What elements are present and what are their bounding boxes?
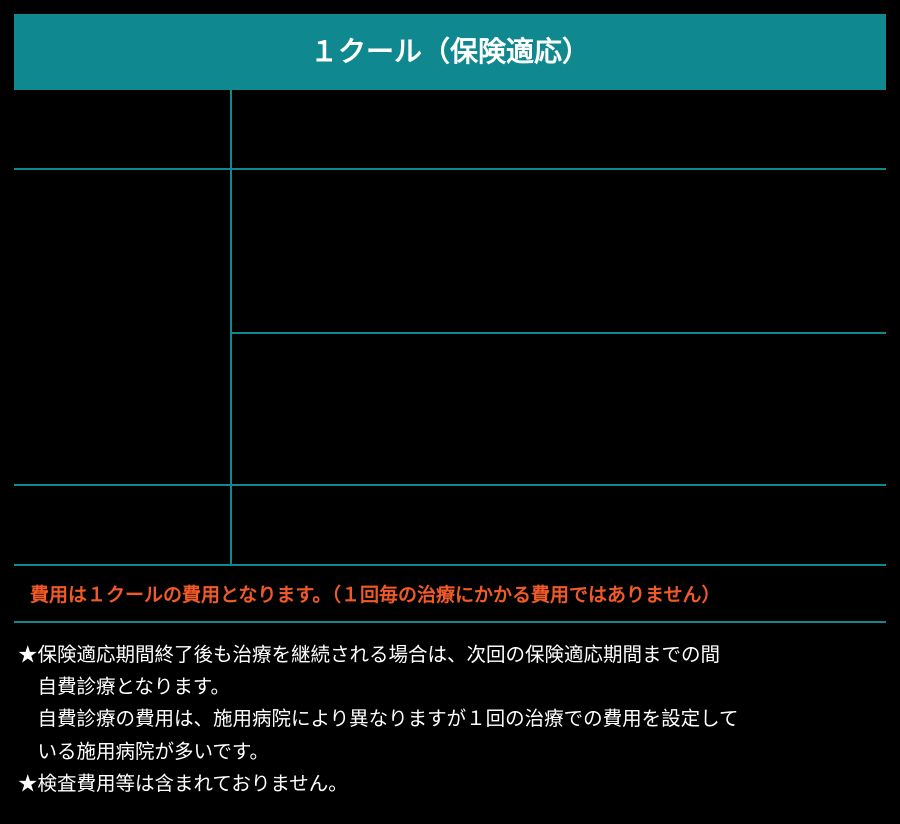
table-cell-right bbox=[232, 486, 886, 566]
table-cell-left bbox=[14, 90, 232, 170]
table-cell-left bbox=[14, 486, 232, 566]
footnote-line: ★保険適応期間終了後も治療を継続される場合は、次回の保険適応期間までの間 bbox=[18, 639, 882, 671]
footnote-line: 自費診療の費用は、施用病院により異なりますが１回の治療での費用を設定して bbox=[18, 703, 882, 735]
table-row bbox=[14, 486, 886, 566]
table-warning-row: 費用は１クールの費用となります。（１回毎の治療にかかる費用ではありません） bbox=[14, 566, 886, 623]
cost-table: １クール（保険適応） 費用は１クールの費用となります。（１回毎の治療にかかる費用… bbox=[14, 14, 886, 623]
table-cell-right-split bbox=[232, 170, 886, 486]
table-header-row: １クール（保険適応） bbox=[14, 14, 886, 90]
table-row bbox=[14, 90, 886, 170]
table-subcell-bottom bbox=[232, 334, 886, 484]
table-cell-right bbox=[232, 90, 886, 170]
warning-text: 費用は１クールの費用となります。（１回毎の治療にかかる費用ではありません） bbox=[14, 566, 886, 623]
footnote-line: 自費診療となります。 bbox=[18, 671, 882, 703]
footnote-line: ★検査費用等は含まれておりません。 bbox=[18, 768, 882, 800]
table-subcell-top bbox=[232, 170, 886, 334]
table-title: １クール（保険適応） bbox=[14, 14, 886, 90]
table-row bbox=[14, 170, 886, 486]
footnote-line: いる施用病院が多いです。 bbox=[18, 736, 882, 768]
footnotes: ★保険適応期間終了後も治療を継続される場合は、次回の保険適応期間までの間 自費診… bbox=[14, 623, 886, 800]
table-cell-left bbox=[14, 170, 232, 486]
